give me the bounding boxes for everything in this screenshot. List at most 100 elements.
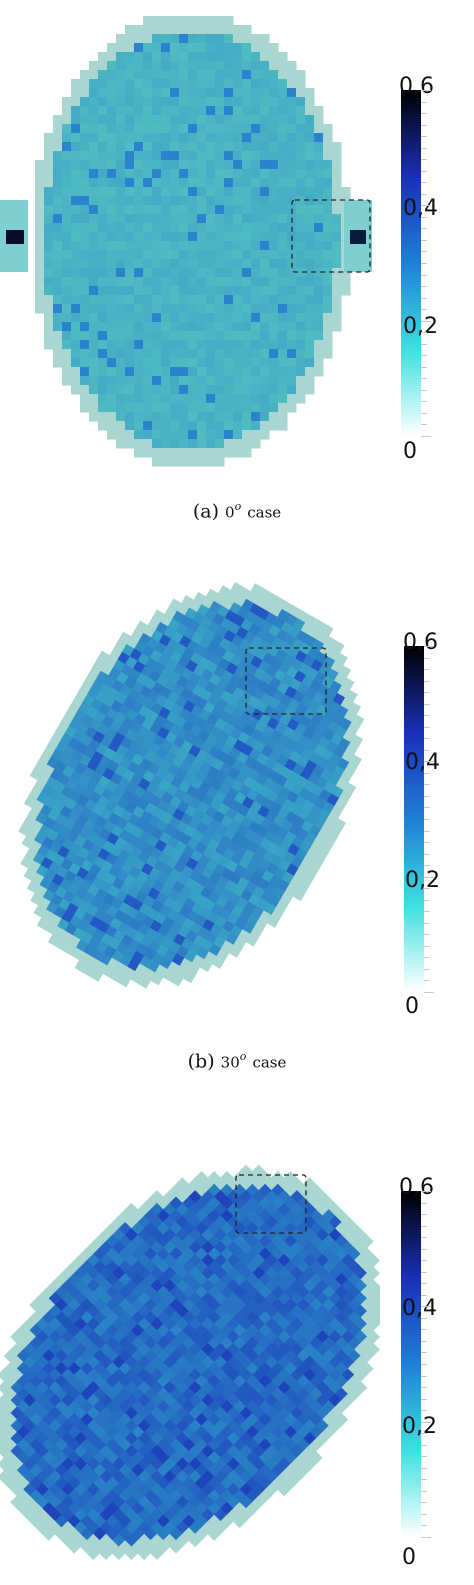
field-cell (152, 79, 162, 89)
field-cell (89, 295, 99, 305)
field-cell (89, 259, 99, 269)
field-cell (260, 142, 270, 152)
colorbar-tick (421, 101, 427, 103)
field-cell (233, 448, 243, 458)
field-cell (215, 52, 225, 62)
field-cell (179, 43, 189, 53)
field-cell (179, 25, 189, 35)
field-cell (152, 295, 162, 305)
field-cell (71, 313, 81, 323)
field-cell (107, 268, 117, 278)
field-cell (152, 52, 162, 62)
field-cell (53, 115, 63, 125)
field-cell (98, 232, 108, 242)
field-cell (287, 394, 297, 404)
field-cell (98, 385, 108, 395)
field-cell (215, 241, 225, 251)
field-cell (323, 160, 333, 170)
field-cell (332, 241, 342, 251)
caption-b: (b) 30o case (0, 1050, 474, 1072)
field-cell (143, 223, 153, 233)
field-cell (44, 223, 54, 233)
field-cell (107, 133, 117, 143)
field-cell (161, 349, 171, 359)
field-cell (269, 115, 279, 125)
caption-b-word: case (252, 1053, 287, 1072)
field-cell (224, 151, 234, 161)
field-cell (89, 187, 99, 197)
field-cell (206, 250, 216, 260)
field-cell (134, 133, 144, 143)
field-cell (125, 376, 135, 386)
field-cell (44, 196, 54, 206)
field-cell (53, 178, 63, 188)
field-cell (125, 349, 135, 359)
field-cell (125, 151, 135, 161)
field-cell (107, 115, 117, 125)
field-cell (89, 88, 99, 98)
field-cell (125, 439, 135, 449)
field-cell (224, 376, 234, 386)
field-cell (314, 313, 324, 323)
field-cell (35, 187, 45, 197)
field-cell (143, 232, 153, 242)
field-cell (323, 259, 333, 269)
field-cell (296, 115, 306, 125)
field-cell (143, 421, 153, 431)
field-cell (233, 295, 243, 305)
field-cell (242, 331, 252, 341)
field-cell (314, 178, 324, 188)
field-cell (305, 349, 315, 359)
colorbar-tick (421, 1283, 427, 1285)
field-cell (197, 97, 207, 107)
field-cell (80, 295, 90, 305)
colorbar-b-label-min: 0 (405, 994, 419, 1019)
field-cell (251, 205, 261, 215)
field-cell (260, 70, 270, 80)
field-cell (62, 196, 72, 206)
field-cell (224, 286, 234, 296)
field-cell (305, 358, 315, 368)
field-cell (44, 313, 54, 323)
field-cell (170, 97, 180, 107)
field-cell (71, 349, 81, 359)
field-cell (323, 151, 333, 161)
field-cell (296, 169, 306, 179)
field-cell (305, 250, 315, 260)
field-cell (233, 79, 243, 89)
field-cell (134, 106, 144, 116)
field-cell (170, 430, 180, 440)
field-cell (170, 169, 180, 179)
field-cell (233, 349, 243, 359)
field-cell (188, 142, 198, 152)
colorbar-tick (421, 1421, 431, 1423)
field-cell (224, 79, 234, 89)
colorbar-tick (424, 922, 430, 924)
field-cell (161, 205, 171, 215)
field-cell (260, 286, 270, 296)
field-cell (233, 250, 243, 260)
field-cell (251, 430, 261, 440)
field-cell (98, 322, 108, 332)
field-cell (314, 286, 324, 296)
field-cell (215, 322, 225, 332)
field-cell (224, 88, 234, 98)
field-cell (179, 160, 189, 170)
field-cell (341, 268, 351, 278)
field-cell (161, 394, 171, 404)
field-cell (260, 178, 270, 188)
colorbar-tick (421, 343, 427, 345)
field-cell (89, 268, 99, 278)
field-cell (89, 277, 99, 287)
field-cell (116, 232, 126, 242)
colorbar-c-label-04: 0,4 (402, 1296, 437, 1321)
field-cell (215, 250, 225, 260)
field-cell (233, 61, 243, 71)
field-cell (143, 160, 153, 170)
field-cell (44, 268, 54, 278)
field-cell (188, 205, 198, 215)
field-cell (152, 331, 162, 341)
field-cell (107, 277, 117, 287)
field-cell (224, 142, 234, 152)
field-cell (71, 295, 81, 305)
